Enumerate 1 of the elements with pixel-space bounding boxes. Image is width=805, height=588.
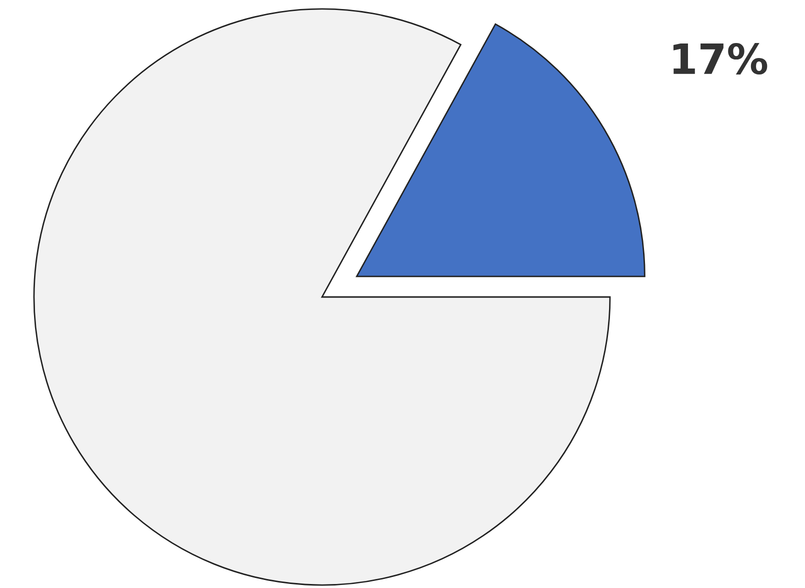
data-label: 17% [673, 43, 768, 75]
